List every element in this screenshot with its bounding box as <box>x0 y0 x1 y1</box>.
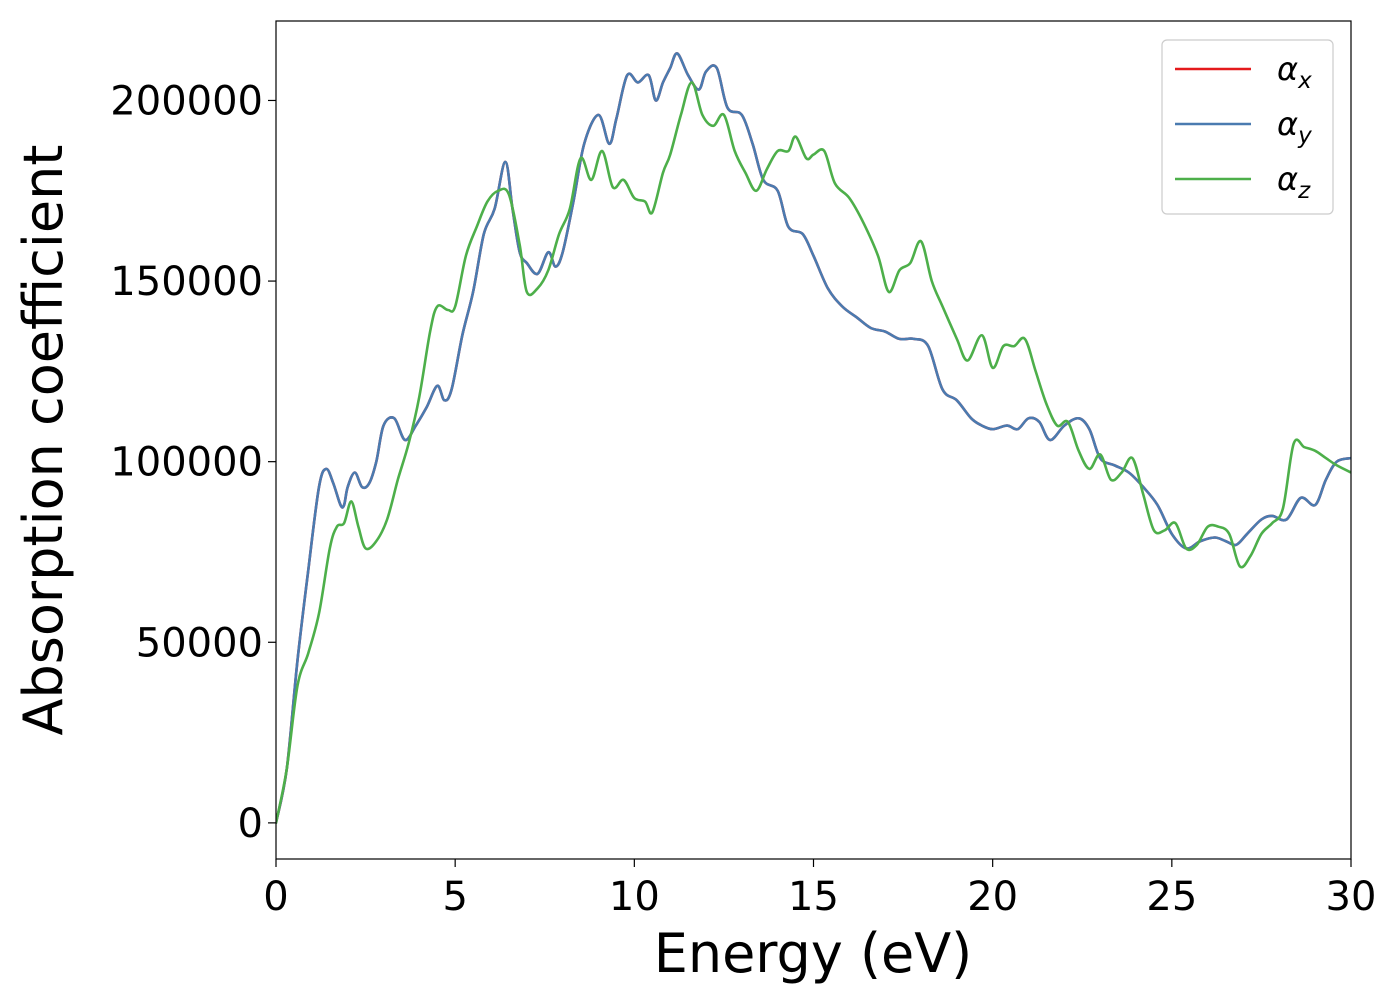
y-tick-label: 150000 <box>110 259 263 305</box>
x-tick-label: 20 <box>967 874 1018 920</box>
x-tick-label: 0 <box>263 874 288 920</box>
legend-label-z: αz <box>1277 160 1311 204</box>
y-tick-label: 50000 <box>136 620 263 666</box>
series-line-z <box>276 81 1351 825</box>
series-line-y <box>276 52 1351 825</box>
x-tick-label: 30 <box>1326 874 1377 920</box>
x-tick-label: 10 <box>609 874 660 920</box>
x-axis: 0 5 10 15 20 25 30 <box>263 859 1376 920</box>
x-axis-title: Energy (eV) <box>654 922 973 985</box>
x-tick-label: 25 <box>1146 874 1197 920</box>
series-layer <box>276 52 1351 825</box>
x-tick-label: 15 <box>788 874 839 920</box>
y-axis: 0 50000 100000 150000 200000 <box>110 78 276 847</box>
legend-label-x: αx <box>1277 50 1312 94</box>
legend: αx αy αz <box>1161 39 1334 215</box>
y-tick-label: 100000 <box>110 440 263 486</box>
y-axis-title: Absorption coefficient <box>12 145 75 736</box>
y-tick-label: 200000 <box>110 78 263 124</box>
legend-frame <box>1161 39 1334 215</box>
legend-label-y: αy <box>1277 105 1312 149</box>
x-tick-label: 5 <box>442 874 467 920</box>
y-tick-label: 0 <box>238 801 263 847</box>
